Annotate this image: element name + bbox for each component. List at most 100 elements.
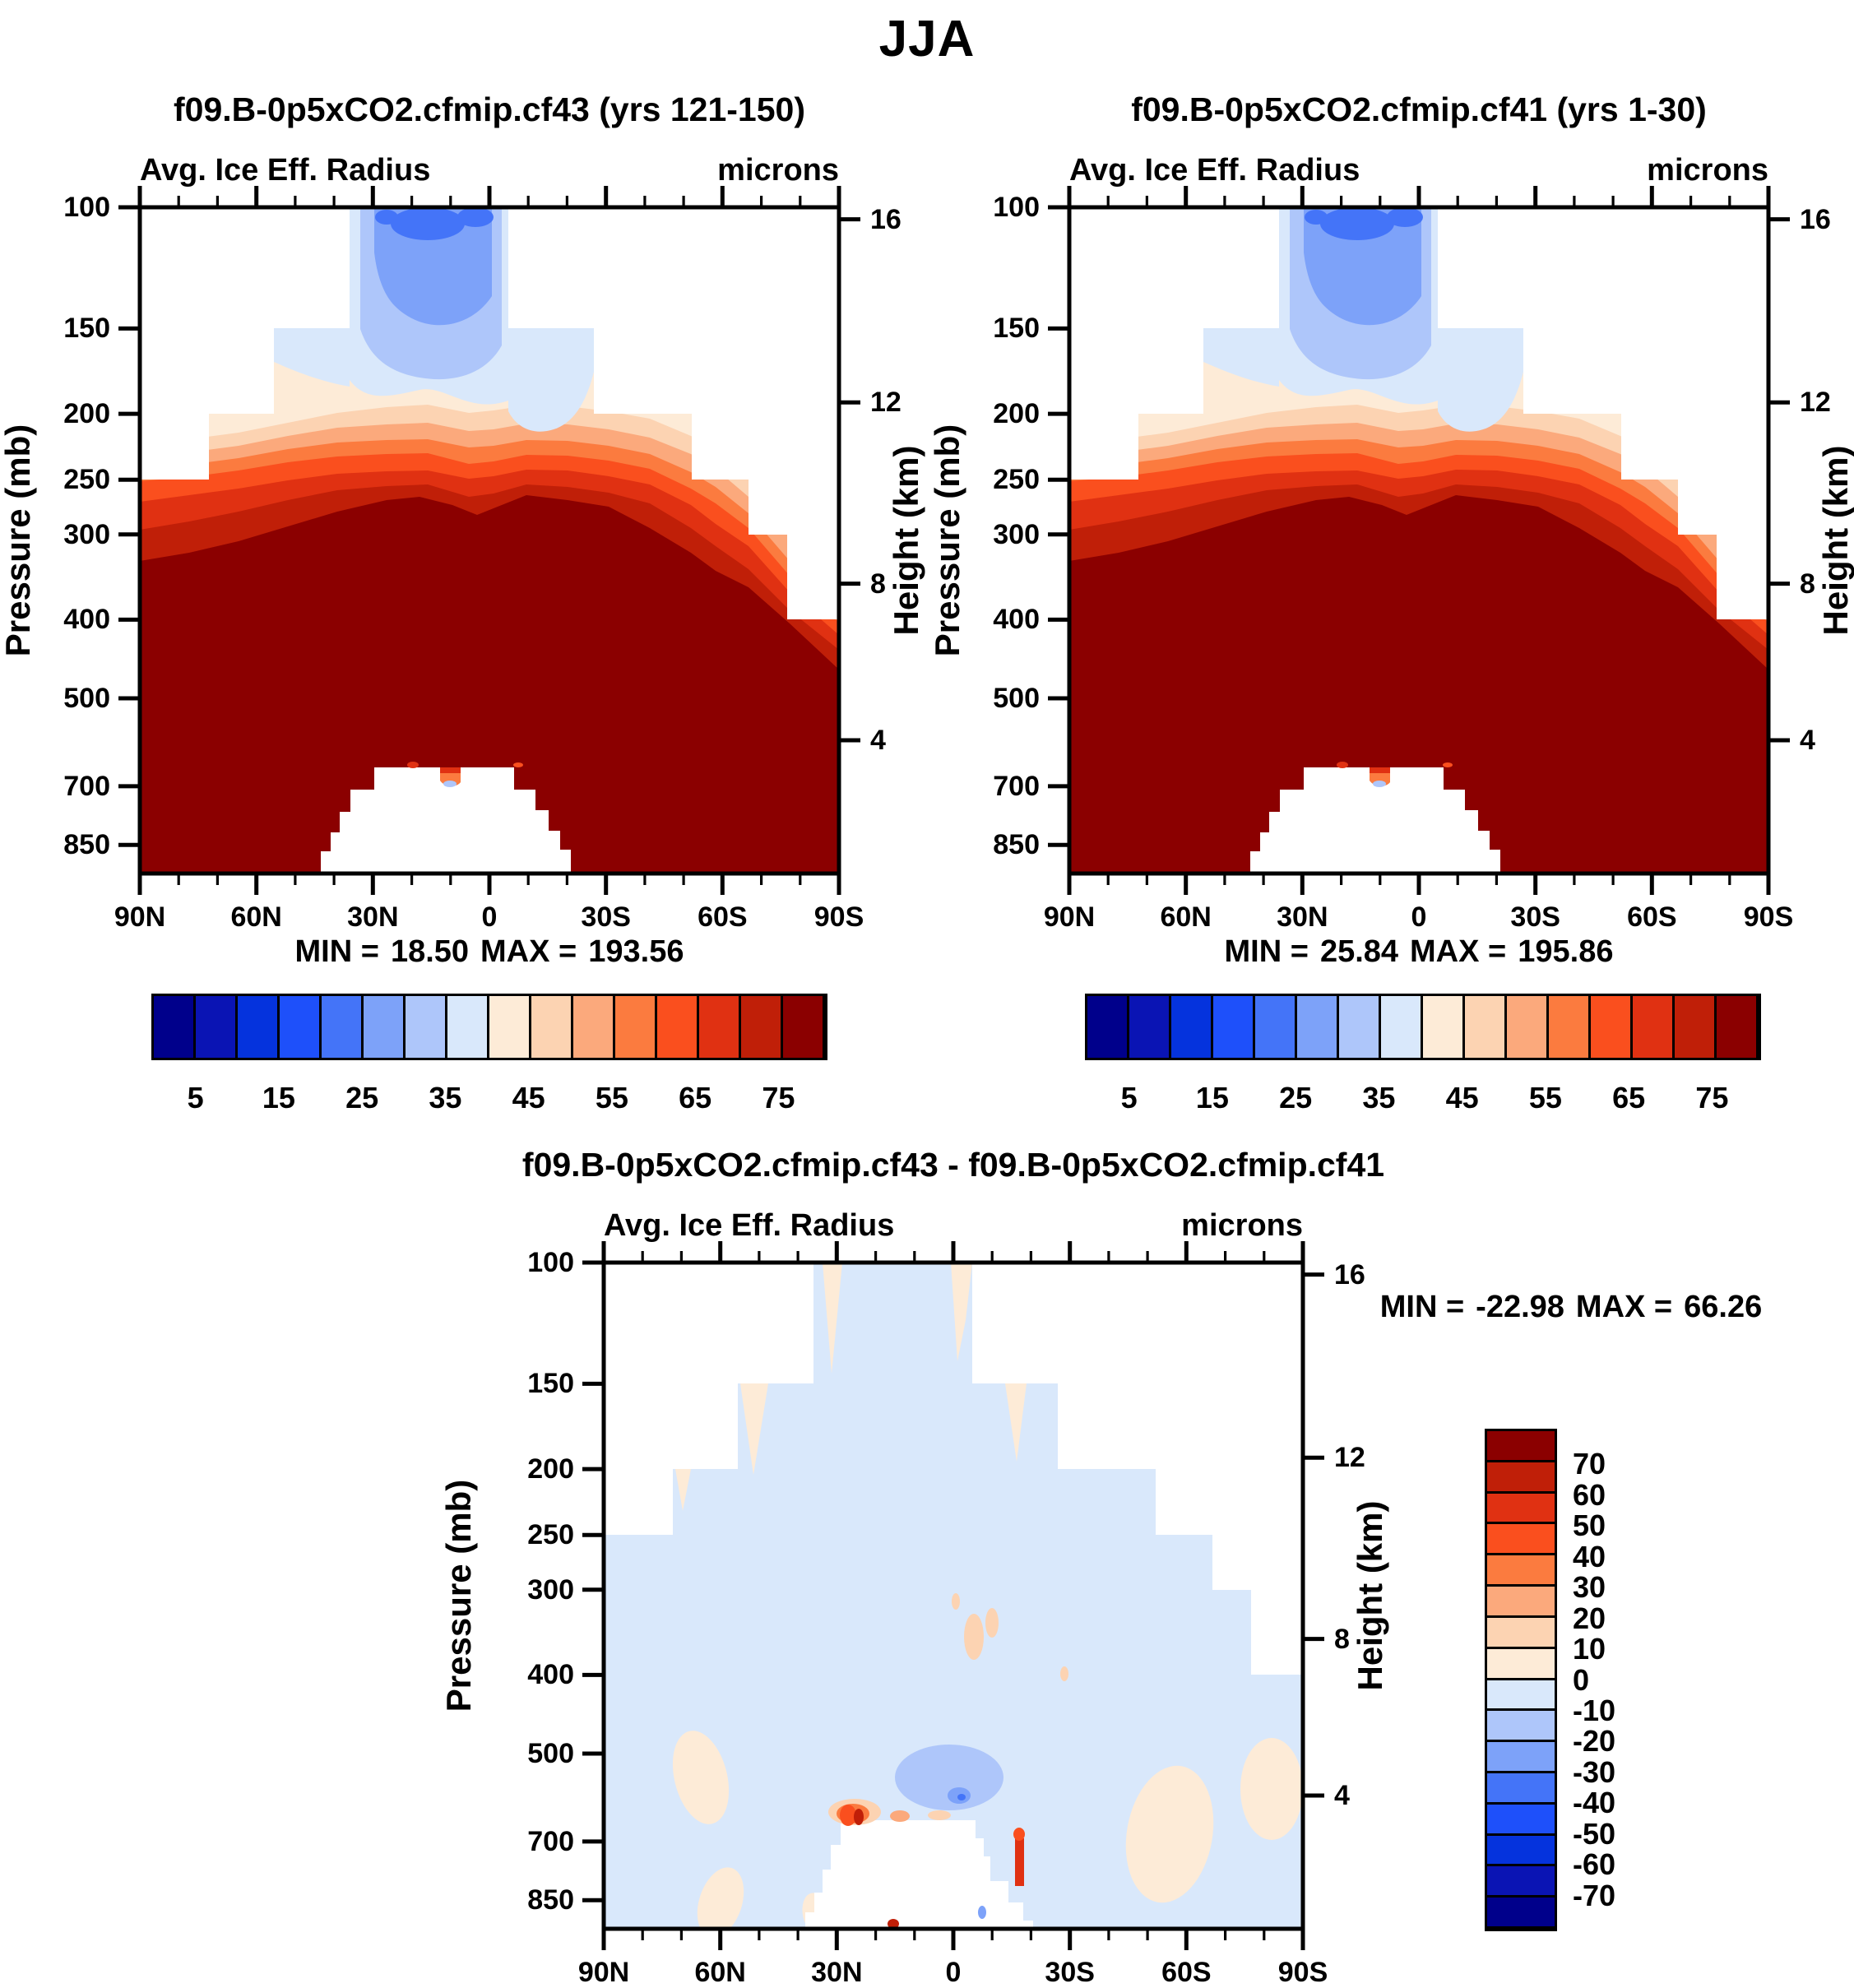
colorbar-segment	[1487, 1431, 1555, 1462]
pressure-tick-label: 500	[527, 1737, 574, 1769]
colorbar-tick-label: 45	[1445, 1081, 1479, 1114]
colorbar-segment	[1487, 1711, 1555, 1743]
colorbar-tick-label: 55	[1528, 1081, 1562, 1114]
colorbar-segment	[1487, 1835, 1555, 1867]
colorbar-segment	[657, 996, 699, 1058]
colorbar-tick-label: 35	[1362, 1081, 1396, 1114]
latitude-tick-label: 60N	[230, 901, 282, 933]
colorbar-segment	[699, 996, 741, 1058]
latitude-tick-label: 0	[1411, 901, 1427, 933]
min-value: -22.98	[1476, 1290, 1564, 1324]
colorbar-tick-label: 55	[595, 1081, 628, 1114]
colorbar-tick-label: 10	[1573, 1632, 1606, 1666]
latitude-tick-label: 30N	[811, 1957, 863, 1988]
height-axis-label: Height (km)	[887, 445, 925, 636]
colorbar-cf43: 5 15 25 35 45 55 65 75	[151, 994, 827, 1114]
colorbar-tick-label: 20	[1573, 1601, 1606, 1635]
latitude-tick-label: 60N	[694, 1957, 746, 1988]
colorbar-tick-label: 5	[187, 1081, 204, 1114]
pressure-tick-label: 500	[63, 682, 110, 714]
colorbar-tick-label: 75	[1695, 1081, 1729, 1114]
colorbar-segment	[364, 996, 406, 1058]
colorbar-segment	[1087, 996, 1129, 1058]
colorbar-segment	[447, 996, 489, 1058]
pressure-tick-label: 400	[527, 1659, 574, 1691]
latitude-tick-label: 90N	[114, 901, 166, 933]
colorbar-tick-label: -50	[1573, 1816, 1616, 1851]
contour-plot	[118, 186, 860, 895]
height-tick-label: 12	[870, 387, 902, 419]
pressure-tick-label: 150	[527, 1368, 574, 1400]
colorbar-tick-label: 45	[512, 1081, 545, 1114]
colorbar-segment	[1423, 996, 1465, 1058]
colorbar-segment	[1297, 996, 1339, 1058]
colorbar-segment	[1675, 996, 1717, 1058]
colorbar-segment	[1487, 1742, 1555, 1773]
colorbar-segment	[489, 996, 531, 1058]
colorbar-tick-label: -40	[1573, 1786, 1616, 1820]
colorbar-tick-label: 60	[1573, 1477, 1606, 1512]
colorbar-tick-label: 0	[1573, 1662, 1590, 1697]
latitude-tick-label: 60S	[698, 901, 748, 933]
height-tick-label: 16	[1800, 203, 1831, 235]
panel-title: f09.B-0p5xCO2.cfmip.cf43 - f09.B-0p5xCO2…	[521, 1146, 1385, 1184]
colorbar-segment	[1129, 996, 1171, 1058]
colorbar-segment	[783, 996, 825, 1058]
colorbar-tick-label: 65	[679, 1081, 712, 1114]
colorbar-tick-label: -30	[1573, 1754, 1616, 1789]
latitude-tick-label: 90S	[1743, 901, 1794, 933]
colorbar-tick-label: 25	[345, 1081, 379, 1114]
colorbar-segment	[1487, 1804, 1555, 1836]
colorbar-segment	[1487, 1648, 1555, 1680]
colorbar-segment	[1171, 996, 1213, 1058]
min-value: 18.50	[390, 934, 470, 969]
pressure-tick-label: 300	[527, 1573, 574, 1606]
colorbar-segment	[1381, 996, 1423, 1058]
panel-title: f09.B-0p5xCO2.cfmip.cf43 (yrs 121-150)	[174, 90, 805, 128]
colorbar-tick-label: -60	[1573, 1847, 1616, 1882]
latitude-tick-label: 60S	[1161, 1957, 1212, 1988]
colorbar-tick-label: 30	[1573, 1570, 1606, 1605]
pressure-tick-label: 500	[993, 682, 1040, 714]
pressure-tick-label: 850	[63, 829, 110, 861]
colorbar-difference: 70 60 50 40 30 20 10 0 -10 -20 -30 -40 -50 -60 -70	[1485, 1429, 1615, 1931]
colorbar-segment	[1487, 1898, 1555, 1929]
pressure-axis-label: Pressure (mb)	[439, 1479, 478, 1712]
height-tick-label: 12	[1334, 1442, 1365, 1474]
colorbar-segment	[1487, 1462, 1555, 1494]
latitude-tick-label: 60N	[1160, 901, 1212, 933]
height-tick-label: 8	[870, 568, 886, 600]
colorbar-segment	[1213, 996, 1255, 1058]
pressure-tick-label: 150	[63, 313, 110, 345]
colorbar-tick-label: 50	[1573, 1508, 1606, 1543]
panel-cf41: f09.B-0p5xCO2.cfmip.cf41 (yrs 1-30) Avg. …	[928, 90, 1854, 969]
colorbar-tick-label: -70	[1573, 1878, 1616, 1912]
latitude-tick-label: 60S	[1627, 901, 1677, 933]
main-title: JJA	[878, 11, 976, 67]
colorbar-segment	[1591, 996, 1633, 1058]
height-tick-label: 4	[870, 725, 886, 756]
colorbar-segment	[1487, 1524, 1555, 1556]
pressure-tick-label: 250	[993, 464, 1040, 496]
colorbar-segment	[280, 996, 322, 1058]
pressure-tick-label: 250	[527, 1519, 574, 1551]
colorbar-segment	[406, 996, 447, 1058]
pressure-tick-label: 100	[993, 192, 1040, 223]
pressure-tick-label: 700	[993, 770, 1040, 802]
min-label: MIN =	[294, 934, 379, 969]
colorbar-segment	[1487, 1617, 1555, 1649]
colorbar-segment	[196, 996, 238, 1058]
field-label: Avg. Ice Eff. Radius	[604, 1208, 895, 1243]
colorbar-cf41: 5 15 25 35 45 55 65 75	[1085, 994, 1761, 1114]
colorbar-tick-label: 70	[1573, 1447, 1606, 1481]
pressure-tick-label: 700	[527, 1825, 574, 1857]
colorbar-tick-label: 5	[1120, 1081, 1138, 1114]
latitude-tick-label: 0	[481, 901, 498, 933]
height-axis-label: Height (km)	[1351, 1500, 1389, 1691]
latitude-tick-label: 30S	[581, 901, 631, 933]
panel-cf43: f09.B-0p5xCO2.cfmip.cf43 (yrs 121-150) Av…	[0, 90, 925, 969]
field-label: Avg. Ice Eff. Radius	[140, 153, 431, 188]
colorbar-segment	[1255, 996, 1297, 1058]
pressure-tick-label: 400	[63, 604, 110, 636]
units-label: microns	[1647, 153, 1768, 188]
